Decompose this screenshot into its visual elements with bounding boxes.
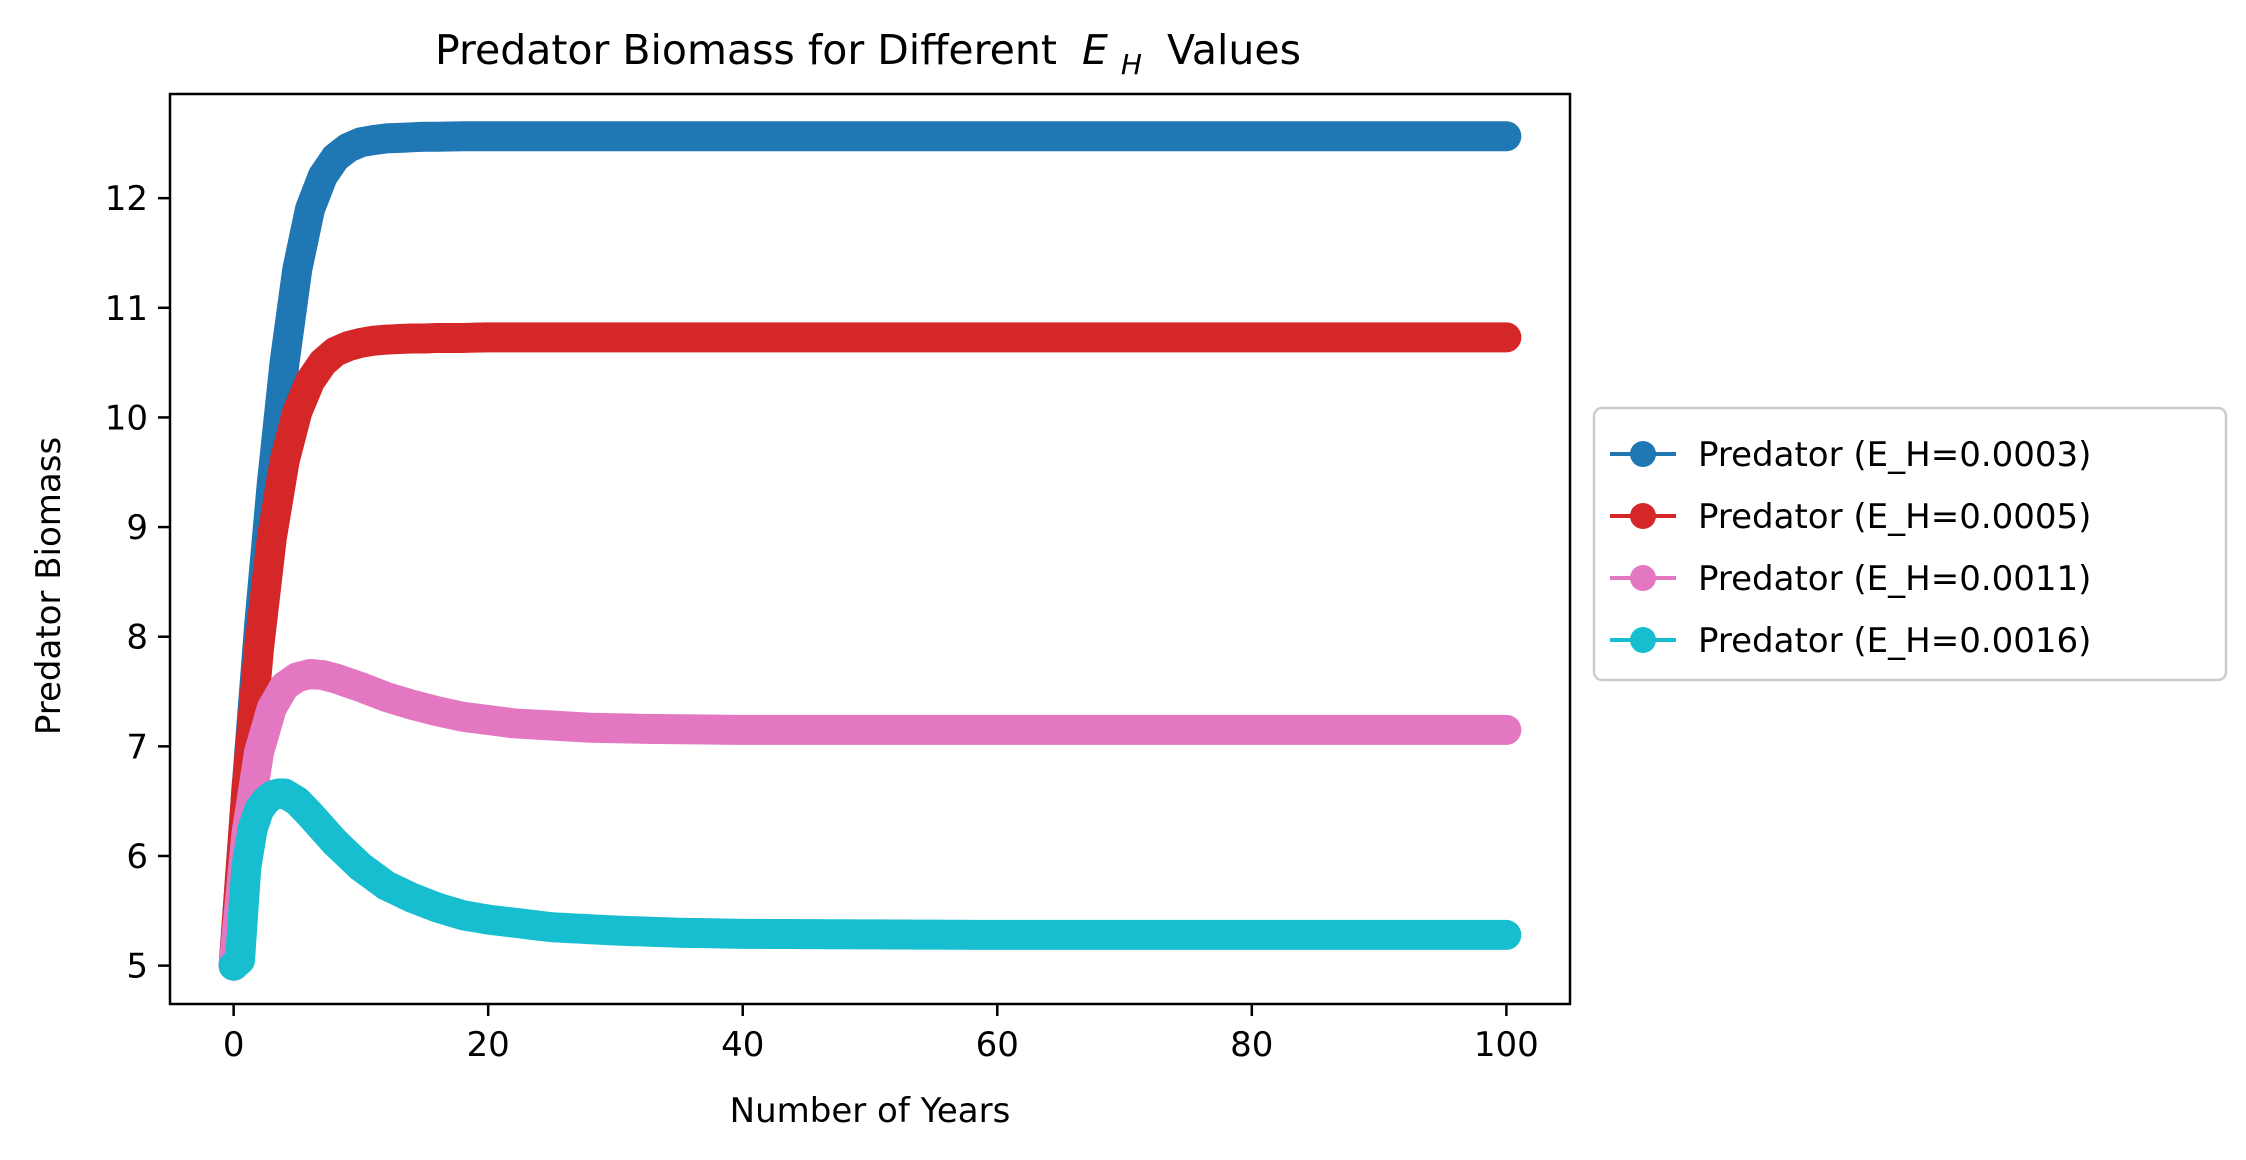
x-tick-label: 0 bbox=[223, 1025, 245, 1065]
y-tick-label: 6 bbox=[126, 837, 148, 877]
chart-title: Predator Biomass for Different E H Value… bbox=[435, 26, 1301, 84]
legend-item-2: Predator (E_H=0.0011) bbox=[1610, 559, 2091, 599]
series-2 bbox=[218, 658, 1522, 981]
x-axis-label: Number of Years bbox=[730, 1091, 1011, 1131]
y-tick-label: 11 bbox=[105, 289, 148, 329]
series-0 bbox=[218, 121, 1522, 981]
legend-marker bbox=[1630, 627, 1656, 653]
series-1 bbox=[218, 322, 1522, 981]
series-line-0 bbox=[218, 121, 1522, 981]
y-tick-label: 7 bbox=[126, 727, 148, 767]
series-layer bbox=[218, 121, 1522, 981]
series-line-2 bbox=[218, 658, 1522, 981]
y-axis-label: Predator Biomass bbox=[29, 437, 69, 735]
legend-marker bbox=[1630, 441, 1656, 467]
legend-marker bbox=[1630, 565, 1656, 591]
plot-area bbox=[168, 92, 1572, 1006]
x-tick-label: 40 bbox=[721, 1025, 764, 1065]
legend-item-0: Predator (E_H=0.0003) bbox=[1610, 435, 2091, 475]
legend-marker bbox=[1630, 503, 1656, 529]
x-tick-label: 60 bbox=[976, 1025, 1019, 1065]
legend-label: Predator (E_H=0.0005) bbox=[1698, 497, 2091, 537]
y-axis-ticks: 5 6 7 8 9 10 11 12 bbox=[105, 179, 170, 987]
legend-item-1: Predator (E_H=0.0005) bbox=[1610, 497, 2091, 537]
series-line-1 bbox=[218, 322, 1522, 981]
svg-text:Predator Biomass for Different: Predator Biomass for Different E H Value… bbox=[435, 26, 1301, 84]
legend-box bbox=[1592, 406, 2228, 682]
x-axis-ticks: 0 20 40 60 80 100 bbox=[223, 1004, 1539, 1065]
chart-title-math-sub: H bbox=[1121, 48, 1142, 81]
chart-title-main: Predator Biomass for Different bbox=[435, 26, 1057, 74]
chart-title-math-base: E bbox=[1082, 26, 1108, 74]
legend-label: Predator (E_H=0.0016) bbox=[1698, 621, 2091, 661]
chart-title-suffix: Values bbox=[1167, 26, 1301, 74]
y-tick-label: 9 bbox=[126, 508, 148, 548]
y-tick-label: 8 bbox=[126, 618, 148, 658]
legend-item-3: Predator (E_H=0.0016) bbox=[1610, 621, 2091, 661]
legend: Predator (E_H=0.0003) Predator (E_H=0.000… bbox=[1592, 406, 2228, 682]
series-line-3 bbox=[218, 778, 1522, 981]
y-tick-label: 5 bbox=[126, 947, 148, 987]
plot-frame bbox=[168, 92, 1572, 1006]
series-3 bbox=[218, 778, 1522, 981]
x-tick-label: 20 bbox=[467, 1025, 510, 1065]
y-tick-label: 12 bbox=[105, 179, 148, 219]
legend-label: Predator (E_H=0.0003) bbox=[1698, 435, 2091, 475]
x-tick-label: 100 bbox=[1474, 1025, 1539, 1065]
x-tick-label: 80 bbox=[1230, 1025, 1273, 1065]
y-tick-label: 10 bbox=[105, 398, 148, 438]
legend-label: Predator (E_H=0.0011) bbox=[1698, 559, 2091, 599]
